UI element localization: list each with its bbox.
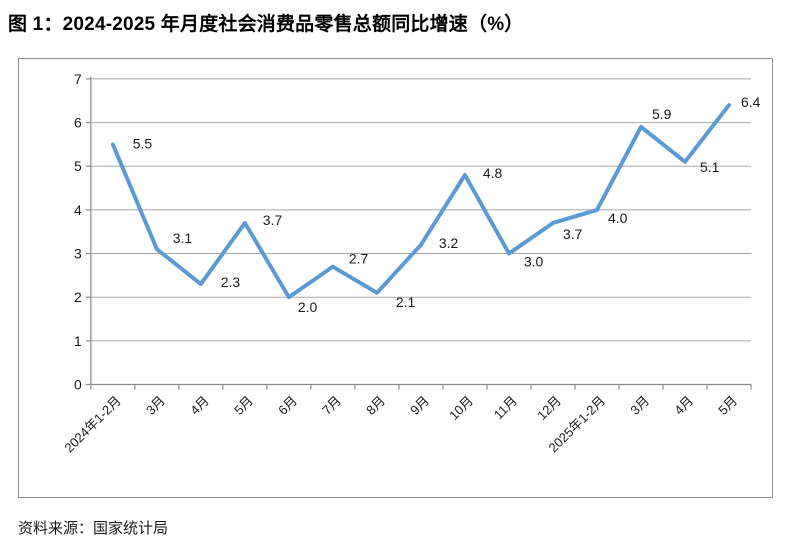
source-note: 资料来源：国家统计局	[18, 520, 169, 537]
x-tick-label: 8月	[363, 393, 388, 418]
x-tick-label: 5月	[715, 393, 740, 418]
x-tick-label: 3月	[627, 393, 652, 418]
line-chart: 0 1 2 3 4 5 6 7 2024年1-2月 3月 4月 5月 6月 7月 8月 9月 10月 11月 12月…	[61, 71, 761, 455]
data-label: 2.0	[298, 299, 318, 315]
x-tick-label: 7月	[319, 393, 344, 418]
x-tick-label: 9月	[407, 393, 432, 418]
y-tick-label: 0	[74, 377, 82, 393]
data-label: 4.8	[483, 165, 503, 181]
data-label: 2.1	[396, 294, 416, 310]
data-label: 3.2	[439, 235, 459, 251]
x-tick-label: 2024年1-2月	[61, 393, 124, 455]
y-tick-label: 2	[74, 289, 82, 305]
data-label: 2.3	[221, 274, 241, 290]
data-label: 3.1	[173, 230, 193, 246]
chart-panel: 0 1 2 3 4 5 6 7 2024年1-2月 3月 4月 5月 6月 7月 8月 9月 10月 11月 12月…	[18, 58, 773, 498]
x-tick-label: 10月	[446, 393, 476, 423]
data-label: 3.7	[263, 212, 283, 228]
x-tick-label: 6月	[275, 393, 300, 418]
y-tick-label: 4	[74, 202, 82, 218]
x-tick-label: 12月	[534, 393, 564, 423]
data-label: 5.5	[133, 135, 153, 151]
data-label: 2.7	[349, 251, 369, 267]
figure-title: 图 1：2024-2025 年月度社会消费品零售总额同比增速（%）	[8, 14, 524, 35]
y-tick-label: 1	[74, 333, 82, 349]
x-tick-label: 5月	[231, 393, 256, 418]
x-tick-label: 11月	[491, 393, 520, 422]
y-tick-label: 7	[74, 71, 82, 87]
data-label: 6.4	[741, 94, 761, 110]
data-label: 4.0	[608, 210, 628, 226]
data-label: 3.7	[563, 226, 583, 242]
data-label: 3.0	[524, 253, 544, 269]
x-tick-label: 4月	[187, 393, 212, 418]
data-label: 5.9	[652, 106, 672, 122]
x-tick-label: 3月	[143, 393, 168, 418]
y-tick-label: 6	[74, 115, 82, 131]
y-tick-label: 5	[74, 158, 82, 174]
x-tick-label: 4月	[671, 393, 696, 418]
data-label: 5.1	[700, 159, 720, 175]
series-line	[110, 103, 732, 300]
y-tick-label: 3	[74, 246, 82, 262]
